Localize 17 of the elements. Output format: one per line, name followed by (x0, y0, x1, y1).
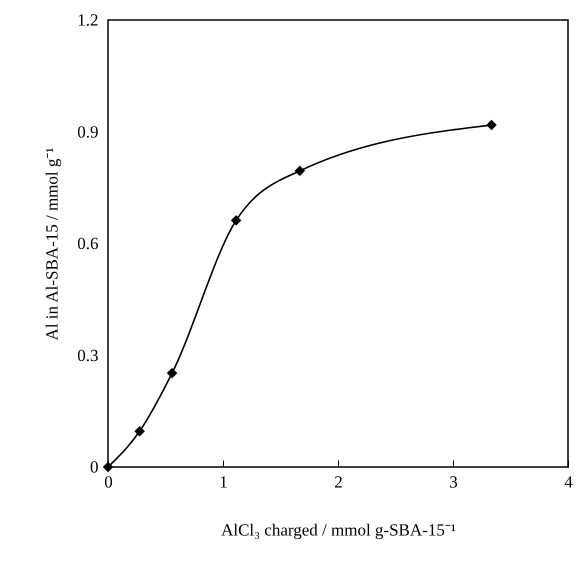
y-tick-label: 0.6 (77, 234, 98, 253)
y-tick-label: 0 (90, 458, 98, 476)
x-tick-label: 2 (334, 472, 343, 492)
x-tick-label: 0 (104, 472, 113, 492)
point (134, 426, 145, 436)
x-tick-label: 1 (219, 472, 228, 492)
y-axis-title: Al in Al-SBA-15 / mmol g⁻¹ (42, 148, 62, 340)
x-tick-label: 3 (449, 472, 458, 492)
point (294, 166, 306, 176)
y-tick-label: 0.3 (77, 346, 98, 365)
point (230, 215, 242, 226)
x-tick-label: 4 (564, 472, 574, 492)
x-axis-title: AlCl₃ charged / mmol g-SBA-15⁻¹ (221, 520, 456, 540)
y-tick-label: 0.9 (77, 122, 98, 142)
y-tick-label: 1.2 (77, 10, 98, 30)
point (486, 120, 497, 130)
point (166, 368, 178, 378)
